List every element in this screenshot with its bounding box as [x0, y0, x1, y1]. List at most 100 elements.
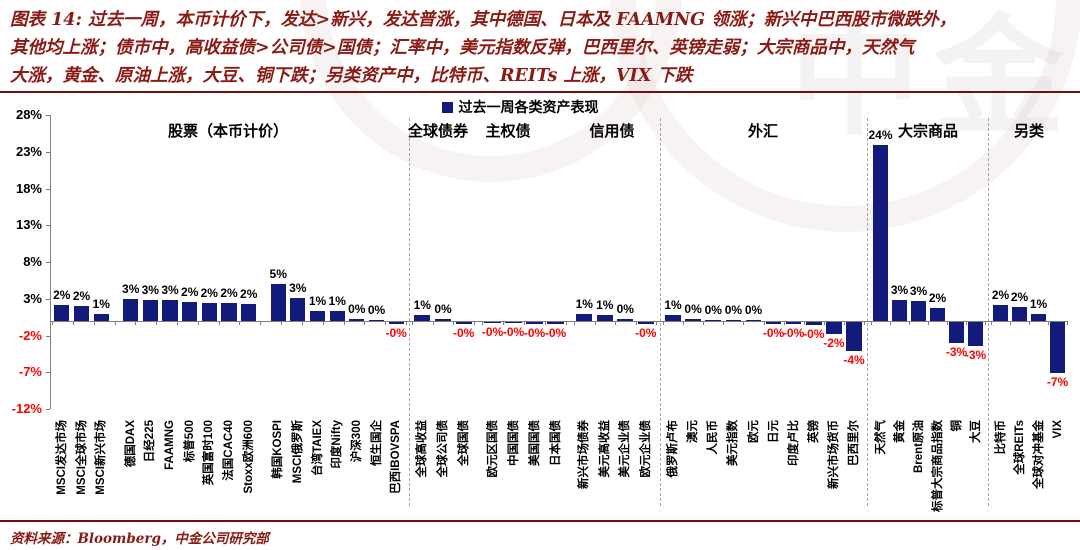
- y-axis: [50, 115, 51, 409]
- bar-value-label-日元: -0%: [762, 325, 785, 340]
- bar-value-label-台湾TAIEX: 1%: [308, 294, 327, 309]
- bar-value-label-德国DAX: 3%: [122, 281, 140, 296]
- x-tick: [93, 322, 95, 325]
- bar-value-label-澳元: 0%: [684, 301, 702, 316]
- x-tick: [343, 322, 345, 325]
- x-tick: [72, 322, 74, 325]
- bar-日本国债: [547, 322, 564, 324]
- x-axis-label-全球REITs: 全球REITs: [1013, 420, 1026, 475]
- source-note: 资料来源：Bloomberg，中金公司研究部: [10, 531, 269, 547]
- section-header-信用债: 信用债: [589, 122, 635, 140]
- bar-美国国债: [526, 322, 543, 325]
- bar-value-label-美元高收益: 1%: [596, 298, 614, 313]
- x-tick: [890, 322, 891, 325]
- bar-中国国债: [505, 322, 522, 324]
- x-tick: [52, 322, 53, 325]
- section-header-外汇: 外汇: [747, 122, 778, 140]
- x-tick: [1029, 322, 1030, 325]
- bar-Stoxx欧洲600: [241, 304, 257, 321]
- x-tick: [566, 322, 567, 325]
- x-axis-label-大豆: 大豆: [969, 420, 982, 443]
- bar-标普500: [182, 302, 198, 321]
- bar-value-label-印度卢比: -0%: [782, 326, 805, 341]
- x-axis-label-全球国债: 全球国债: [457, 420, 470, 466]
- x-axis-label-VIX: VIX: [1051, 420, 1064, 439]
- x-tick: [823, 322, 825, 325]
- bar-value-label-新兴市场债券: 1%: [575, 296, 593, 311]
- bar-value-label-VIX: -7%: [1046, 375, 1069, 390]
- legend-label: 过去一周各类资产表现: [458, 100, 599, 116]
- y-tick: [46, 188, 50, 190]
- bar-value-label-印度Nifty: 1%: [328, 294, 346, 309]
- bar-美元高收益: [596, 315, 613, 321]
- x-tick: [281, 322, 283, 325]
- y-tick-label: 18%: [15, 180, 42, 196]
- x-tick: [635, 322, 637, 325]
- x-axis-label-印度Nifty: 印度Nifty: [331, 420, 344, 469]
- bar-value-label-巴西里尔: -4%: [843, 352, 865, 367]
- x-tick: [1067, 322, 1068, 325]
- x-axis-label-印度卢比: 印度卢比: [787, 420, 800, 466]
- x-tick: [197, 322, 199, 325]
- bar-日元: [765, 322, 782, 324]
- bar-黄金: [892, 299, 907, 321]
- bar-value-label-欧元企业债: -0%: [635, 326, 657, 341]
- x-axis-label-英镑: 英镑: [807, 420, 820, 443]
- x-axis-label-全球公司债: 全球公司债: [437, 420, 449, 478]
- x-tick: [843, 322, 845, 325]
- x-tick: [1010, 322, 1011, 325]
- bar-Brent原油: [911, 301, 926, 321]
- bar-英镑: [805, 322, 822, 325]
- bar-value-label-大豆: -3%: [964, 348, 987, 363]
- x-tick: [135, 322, 137, 325]
- bar-德国DAX: [123, 298, 139, 321]
- y-tick-label: -12%: [11, 401, 42, 417]
- bar-value-label-韩国KOSPI: 5%: [269, 267, 287, 282]
- x-tick: [985, 322, 986, 325]
- bar-value-label-全球高收益: 1%: [413, 298, 431, 313]
- y-tick: [46, 152, 50, 153]
- x-tick: [322, 322, 324, 325]
- x-axis-label-中国国债: 中国国债: [507, 420, 520, 466]
- y-tick: [46, 225, 50, 227]
- bar-人民币: [705, 319, 722, 321]
- bar-value-label-天然气: 24%: [868, 127, 893, 142]
- bar-欧元区国债: [484, 322, 501, 324]
- y-tick-label: 13%: [15, 217, 42, 233]
- x-axis-label-巴西IBOVSPA: 巴西IBOVSPA: [390, 420, 403, 494]
- bar-MSCI全球市场: [73, 305, 90, 321]
- bar-value-label-日本国债: -0%: [544, 325, 567, 340]
- title-line-2: 其他均上涨；债市中，高收益债>公司债>国债；汇率中，美元指数反弹，巴西里尔、英镑…: [10, 38, 915, 58]
- bar-韩国KOSPI: [270, 284, 286, 322]
- x-axis-label-巴西里尔: 巴西里尔: [848, 420, 860, 466]
- bar-value-label-俄罗斯卢布: 1%: [664, 298, 682, 313]
- bar-value-label-MSCI俄罗斯: 3%: [289, 280, 307, 295]
- x-tick: [385, 322, 387, 325]
- x-axis-label-FAAMNG: FAAMNG: [164, 420, 176, 470]
- bar-value-label-MSCI发达市场: 2%: [53, 287, 71, 302]
- bar-比特币: [993, 304, 1008, 321]
- bar-法国CAC40: [221, 303, 237, 321]
- section-header-另类: 另类: [1013, 122, 1044, 140]
- bar-value-label-全球REITs: 2%: [1010, 290, 1029, 304]
- bar-value-label-标普500: 2%: [181, 285, 199, 300]
- bar-value-label-美国国债: -0%: [523, 326, 546, 341]
- x-tick: [482, 322, 483, 325]
- y-tick-label: -2%: [18, 327, 42, 343]
- y-tick-label: 28%: [15, 107, 42, 123]
- bar-欧元企业债: [637, 322, 654, 325]
- x-axis-label-欧元: 欧元: [747, 420, 760, 443]
- x-tick: [763, 322, 765, 325]
- x-axis-label-Brent原油: Brent原油: [912, 420, 925, 474]
- x-tick: [864, 322, 865, 325]
- x-tick: [1048, 322, 1049, 325]
- bar-MSCI新兴市场: [93, 313, 109, 321]
- section-header-主权债: 主权债: [485, 122, 531, 140]
- group-separator: [867, 118, 868, 506]
- x-tick: [615, 322, 616, 325]
- x-axis-label-沪深300: 沪深300: [350, 420, 363, 463]
- x-tick: [909, 322, 910, 325]
- y-tick: [46, 372, 50, 374]
- x-tick: [239, 322, 241, 325]
- x-tick: [524, 322, 525, 325]
